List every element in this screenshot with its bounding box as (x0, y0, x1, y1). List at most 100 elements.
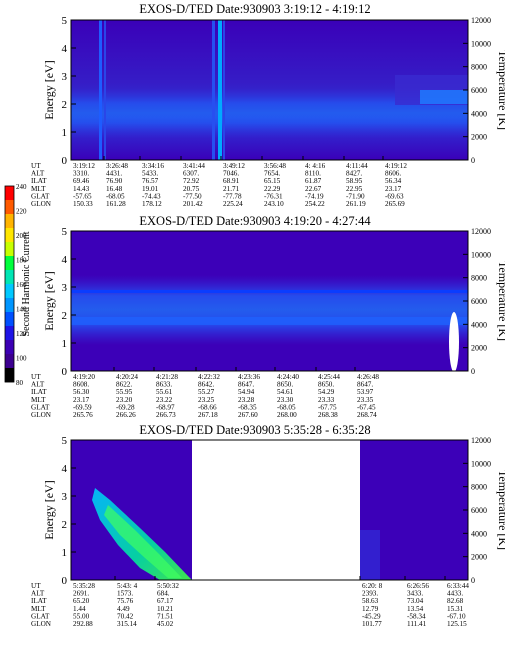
orbit-cell: -71.90 (346, 192, 365, 200)
y-tick-label: 3 (62, 282, 68, 294)
panel-1-y2label: Temperature [K] (496, 50, 505, 130)
colorbar-swatch (5, 270, 14, 285)
orbit-cell: 4: 4:16 (305, 162, 326, 170)
panel-1-stripe-c (212, 20, 215, 160)
orbit-cell: 45.02 (157, 620, 174, 628)
colorbar-tick-label: 220 (16, 208, 27, 216)
orbit-cell: 5:43: 4 (117, 582, 138, 590)
orbit-cell: 13.54 (407, 605, 424, 613)
y-tick-label: 2 (62, 99, 68, 111)
orbit-cell: -58.34 (407, 612, 426, 620)
orbit-row-label: MLT (31, 396, 46, 404)
orbit-cell: 4:19:12 (385, 162, 407, 170)
orbit-cell: 292.88 (73, 620, 93, 628)
y-tick-label: 2 (62, 519, 68, 531)
panel-1-stripe-a (99, 20, 102, 160)
orbit-cell: 6:26:56 (407, 582, 429, 590)
orbit-cell: 265.76 (73, 411, 93, 419)
orbit-cell: 4431. (106, 170, 122, 178)
panel-2-band (71, 275, 468, 345)
panel-1-plot (70, 19, 469, 161)
orbit-cell: -77.78 (223, 192, 242, 200)
orbit-cell: 8427. (346, 170, 362, 178)
colorbar-swatch (5, 368, 14, 383)
y-tick-label: 1 (62, 338, 68, 350)
colorbar-swatch (5, 340, 14, 355)
orbit-cell: 7046. (223, 170, 239, 178)
panel-1-title: EXOS-D/TED Date:930903 3:19:12 - 4:19:12 (139, 2, 370, 16)
orbit-cell: 21.71 (223, 185, 240, 193)
orbit-row-label: MLT (31, 605, 46, 613)
panel-3-title: EXOS-D/TED Date:930903 5:35:28 - 6:35:28 (139, 423, 370, 437)
y-tick-label: 1 (62, 547, 68, 559)
colorbar-swatch (5, 256, 14, 271)
panel-3-streak (92, 488, 192, 580)
orbit-cell: 8647. (357, 381, 373, 389)
orbit-cell: 3:19:12 (73, 162, 95, 170)
orbit-cell: 67.17 (157, 597, 174, 605)
orbit-cell: 82.68 (447, 597, 464, 605)
orbit-cell: 268.38 (318, 411, 338, 419)
orbit-cell: 8622. (116, 381, 132, 389)
orbit-cell: 3:26:48 (106, 162, 128, 170)
colorbar-swatches (5, 186, 14, 383)
orbit-cell: 55.00 (73, 612, 90, 620)
colorbar-tick-label: 140 (16, 306, 27, 314)
orbit-cell: 4:20:24 (116, 373, 138, 381)
y-tick-label: 0 (62, 575, 68, 587)
orbit-row-label: GLON (31, 411, 52, 419)
orbit-cell: 225.24 (223, 200, 243, 208)
orbit-cell: 125.15 (447, 620, 467, 628)
y2-tick-label: 2000 (471, 553, 487, 562)
panel-3-ylabel: Energy [eV] (42, 480, 56, 539)
colorbar-tick-label: 240 (16, 183, 27, 191)
orbit-cell: -69.59 (73, 403, 92, 411)
colorbar-tick-label: 160 (16, 281, 27, 289)
panel-2-title: EXOS-D/TED Date:930903 4:19:20 - 4:27:44 (139, 214, 371, 228)
orbit-cell: 70.42 (117, 612, 134, 620)
orbit-row-label: ALT (31, 590, 45, 598)
orbit-cell: -45.29 (362, 612, 381, 620)
orbit-row-label: MLT (31, 185, 46, 193)
orbit-cell: 5:35:28 (73, 582, 95, 590)
panel-1-axes: 0 1 2 3 4 5 0 2000 4000 6000 8000 10000 12000 (62, 15, 492, 167)
orbit-cell: 22.29 (264, 185, 281, 193)
y-tick-label: 3 (62, 491, 68, 503)
orbit-cell: 2393. (362, 590, 378, 598)
orbit-cell: -68.05 (277, 403, 296, 411)
colorbar-swatch (5, 284, 14, 299)
orbit-cell: 268.74 (357, 411, 377, 419)
orbit-row-label: UT (31, 582, 41, 590)
orbit-cell: 15.31 (447, 605, 464, 613)
orbit-cell: 8110. (305, 170, 321, 178)
y-tick-label: 5 (62, 15, 68, 27)
orbit-row-label: UT (31, 162, 41, 170)
colorbar-label: Second Harmonic Current (21, 231, 32, 336)
y2-tick-label: 10000 (471, 250, 491, 259)
orbit-cell: 3:34:16 (142, 162, 164, 170)
orbit-cell: 101.77 (362, 620, 382, 628)
colorbar-swatch (5, 242, 14, 257)
panel-3-streak-core (104, 505, 182, 578)
orbit-cell: 265.69 (385, 200, 405, 208)
colorbar-tick-label: 180 (16, 257, 27, 265)
orbit-cell: 8608. (73, 381, 89, 389)
orbit-cell: 178.12 (142, 200, 162, 208)
orbit-cell: 8647. (238, 381, 254, 389)
orbit-cell: 23.30 (277, 396, 294, 404)
orbit-cell: 55.61 (156, 388, 173, 396)
orbit-row-label: GLON (31, 620, 52, 628)
panel-3: EXOS-D/TED Date:930903 5:35:28 - 6:35:28… (31, 423, 505, 628)
orbit-cell: 16.48 (106, 185, 123, 193)
orbit-cell: 19.01 (142, 185, 159, 193)
orbit-cell: 54.61 (277, 388, 294, 396)
orbit-cell: -77.50 (183, 192, 202, 200)
orbit-cell: 684. (157, 590, 170, 598)
panel-2-line (71, 290, 468, 293)
y2-tick-label: 10000 (471, 39, 491, 48)
orbit-cell: 4.49 (117, 605, 130, 613)
colorbar-swatch (5, 326, 14, 341)
orbit-cell: 8633. (156, 381, 172, 389)
orbit-cell: 161.28 (106, 200, 126, 208)
